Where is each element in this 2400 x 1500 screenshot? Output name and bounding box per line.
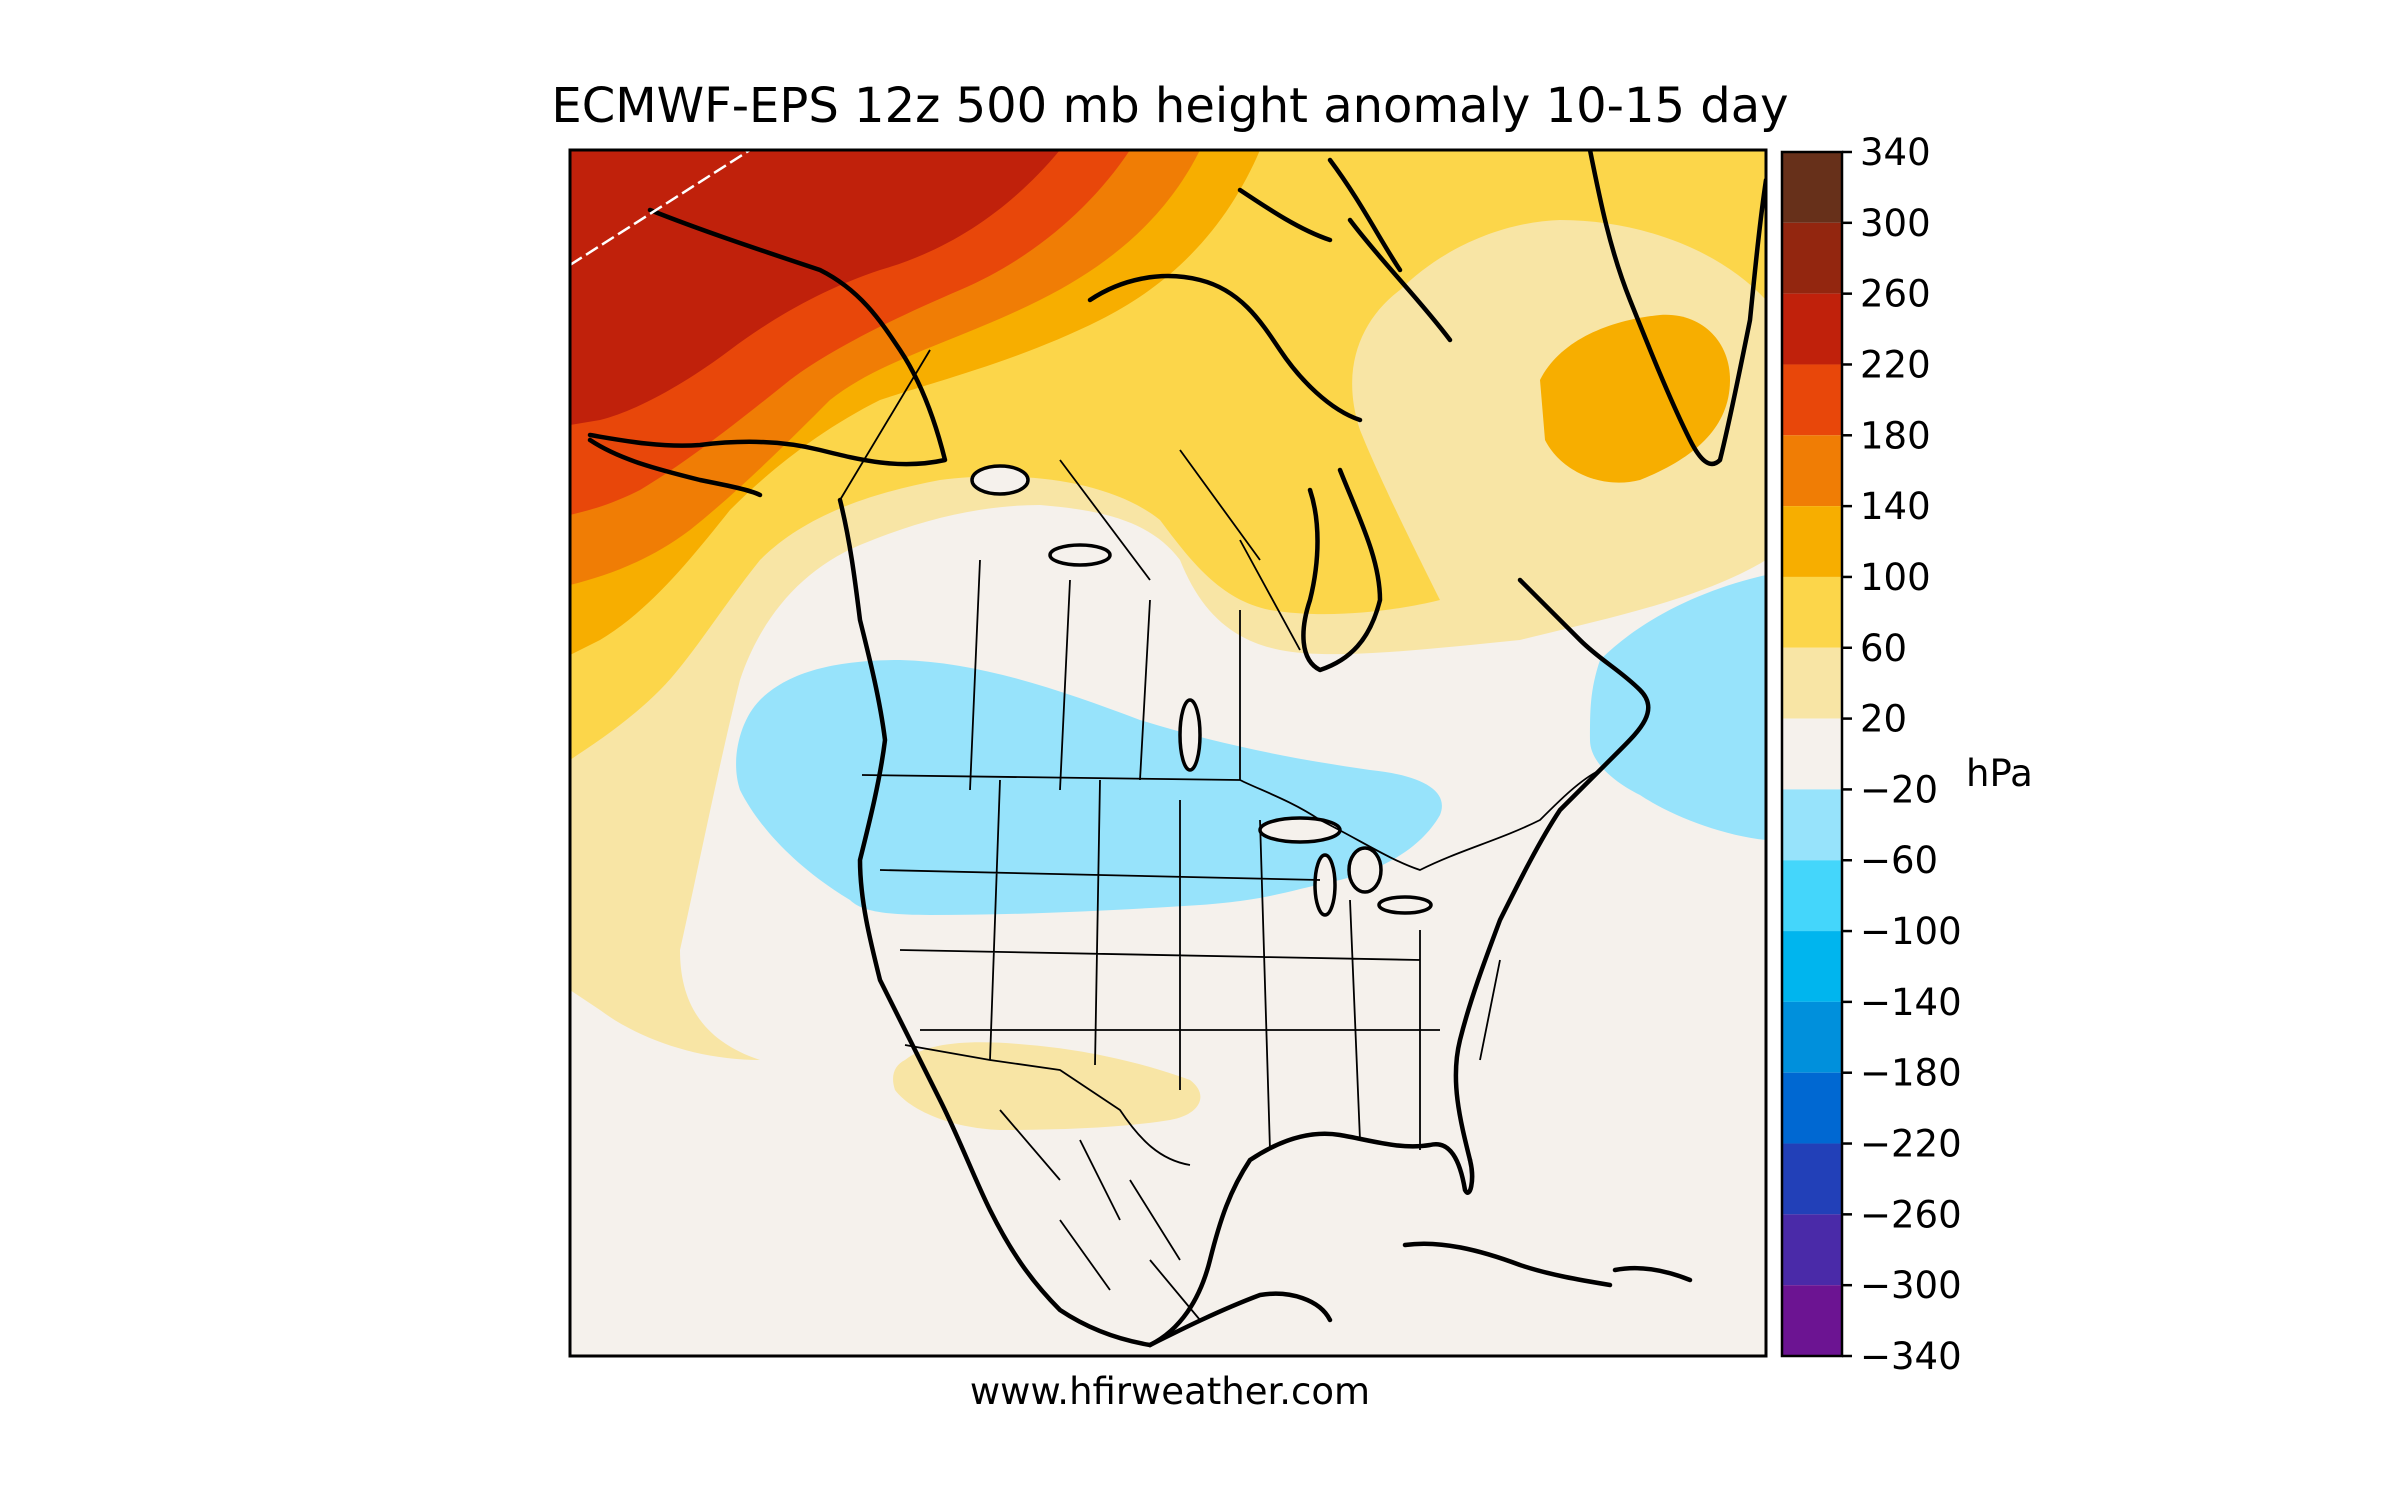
colorbar-tick-label: 20: [1860, 698, 1907, 741]
arctic-islands: [1087, 157, 1453, 423]
colorbar-tick-label: −340: [1860, 1335, 1962, 1378]
anomaly-zone-greenland-100: [1540, 314, 1730, 483]
colorbar-tick-label: 300: [1860, 202, 1931, 245]
colorbar-tick-label: −260: [1860, 1193, 1962, 1236]
colorbar-tick-label: 180: [1860, 414, 1931, 457]
map-panel: [570, 150, 1766, 1356]
us-canada-border: [861, 769, 1601, 871]
colorbar-band: [1782, 1072, 1842, 1144]
colorbar-tick-label: −180: [1860, 1052, 1962, 1095]
colorbar-band: [1782, 860, 1842, 932]
colorbar-band: [1782, 364, 1842, 436]
us-mexico-border: [904, 1044, 1191, 1166]
colorbar-band: [1782, 1285, 1842, 1356]
colorbar-band: [1782, 152, 1842, 223]
alaska-canada-border: [839, 349, 931, 501]
colorbar-tick-label: 340: [1860, 131, 1931, 174]
great-lakes-erie: [1377, 895, 1433, 915]
us-states: [879, 779, 1501, 1151]
mexico-states: [999, 1109, 1201, 1321]
colorbar-tick-label: 60: [1860, 627, 1907, 670]
anomaly-zone-220: [570, 150, 1060, 425]
greenland-coast: [1587, 150, 1766, 467]
colorbar-tick-label: −20: [1860, 768, 1938, 811]
colorbar-tick-label: −140: [1860, 981, 1962, 1024]
colorbar-tick-label: −300: [1860, 1264, 1962, 1307]
anomaly-zone-minus20-nw: [736, 660, 1442, 915]
anomaly-zone-minus20-atl: [1590, 575, 1766, 840]
colorbar-band: [1782, 1143, 1842, 1215]
colorbar-band: [1782, 435, 1842, 507]
colorbar-band: [1782, 1214, 1842, 1286]
colorbar-tick-label: −60: [1860, 839, 1938, 882]
great-lakes-michigan: [1313, 853, 1337, 917]
colorbar-band: [1782, 506, 1842, 577]
great-bear-lake: [970, 464, 1030, 496]
colorbar-tick-label: 140: [1860, 485, 1931, 528]
colorbar-tick-label: −100: [1860, 910, 1962, 953]
canada-provinces: [969, 449, 1301, 791]
colorbar-unit-label: hPa: [1966, 752, 2033, 795]
colorbar: 340 300 260 220 180 140 100 60 20 −20 −60 −100 −140 −…: [1780, 131, 1962, 1378]
great-lakes-superior: [1258, 816, 1342, 844]
coastlines: [587, 150, 1766, 1348]
central-america: [1147, 1291, 1333, 1348]
anomaly-zone-20-sw: [893, 1042, 1201, 1130]
borders: [839, 349, 1601, 1321]
gulf-coast: [1147, 1131, 1475, 1348]
colorbar-tick-label: 220: [1860, 343, 1931, 386]
anomaly-field: [570, 150, 1766, 1130]
colorbar-band: [1782, 789, 1842, 861]
map-frame: [568, 148, 1768, 1358]
colorbar-tick-label: −220: [1860, 1123, 1962, 1166]
hudson-bay: [1301, 467, 1383, 673]
colorbar-frame: [1780, 150, 1844, 1358]
colorbar-band: [1782, 647, 1842, 719]
great-slave-lake: [1048, 543, 1112, 567]
great-lakes-huron: [1347, 846, 1383, 894]
colorbar-band: [1782, 222, 1842, 294]
colorbar-band: [1782, 293, 1842, 365]
colorbar-band: [1782, 576, 1842, 648]
colorbar-tick-label: 260: [1860, 273, 1931, 316]
map-title: ECMWF-EPS 12z 500 mb height anomaly 10-1…: [551, 78, 1788, 134]
lake-winnipeg: [1178, 698, 1202, 772]
cuba: [1402, 1241, 1613, 1288]
footer-credit: www.hfirweather.com: [970, 1370, 1370, 1413]
dateline: [570, 150, 751, 267]
colorbar-band: [1782, 1001, 1842, 1073]
hispaniola: [1612, 1265, 1693, 1283]
colorbar-band: [1782, 931, 1842, 1002]
colorbar-band: [1782, 718, 1842, 790]
east-coast: [1453, 577, 1651, 1163]
alaska-coast: [587, 207, 948, 498]
west-coast: [837, 497, 1153, 1348]
colorbar-tick-label: 100: [1860, 556, 1931, 599]
